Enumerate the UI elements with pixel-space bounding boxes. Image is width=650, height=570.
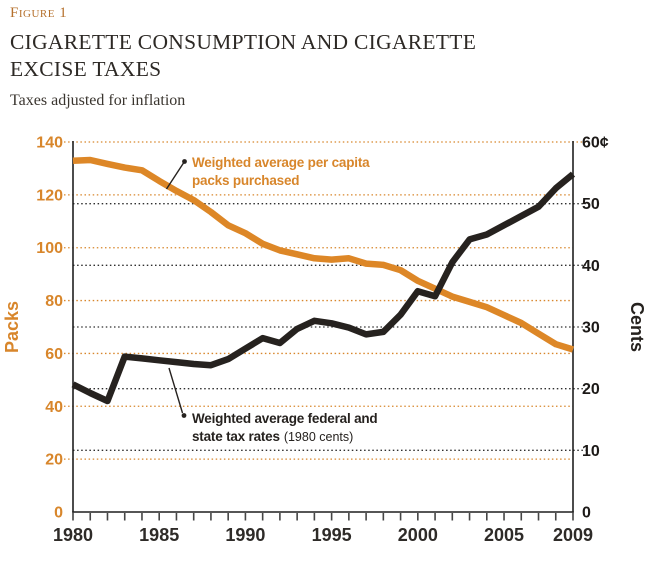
annotation-tax-line2: state tax rates (1980 cents)	[192, 429, 353, 444]
figure-title-line1: CIGARETTE CONSUMPTION AND CIGARETTE	[10, 30, 477, 54]
figure-header: Figure 1 CIGARETTE CONSUMPTION AND CIGAR…	[10, 5, 630, 110]
left-tick-label-140: 140	[36, 135, 63, 152]
right-tick-label-60: 60¢	[582, 135, 609, 152]
x-tick-label-1980: 1980	[53, 525, 93, 545]
right-tick-label-10: 10	[582, 443, 600, 460]
series-line-tax	[71, 171, 576, 405]
x-tick-label-2009: 2009	[553, 525, 593, 545]
left-tick-label-120: 120	[36, 187, 63, 204]
annotation-tax-line2-normal: (1980 cents)	[284, 430, 353, 444]
right-tick-label-40: 40	[582, 258, 600, 275]
left-tick-label-20: 20	[45, 452, 63, 469]
annotation-tax-line2-bold: state tax rates	[192, 429, 280, 444]
left-tick-label-80: 80	[45, 293, 63, 310]
figure-title-line2: EXCISE TAXES	[10, 57, 162, 81]
left-tick-label-60: 60	[45, 346, 63, 363]
series-line-packs	[72, 156, 574, 353]
annotation-packs: Weighted average per capita packs purcha…	[165, 155, 370, 190]
annotation-packs-pointer-line	[165, 162, 185, 190]
figure-subtitle: Taxes adjusted for inflation	[10, 92, 186, 109]
right-axis-title: Cents	[627, 302, 647, 352]
right-tick-label-30: 30	[582, 320, 600, 337]
figure-title: CIGARETTE CONSUMPTION AND CIGARETTE EXCIS…	[10, 29, 630, 83]
annotation-packs-dot	[182, 159, 187, 164]
left-axis-title: Packs	[2, 301, 22, 353]
left-tick-label-40: 40	[45, 399, 63, 416]
x-tick-label-1985: 1985	[139, 525, 179, 545]
left-tick-label-100: 100	[36, 240, 63, 257]
annotation-packs-line2: packs purchased	[192, 173, 299, 188]
x-tick-label-1990: 1990	[225, 525, 265, 545]
annotation-packs-line1: Weighted average per capita	[192, 155, 370, 170]
annotation-tax-line1: Weighted average federal and	[192, 411, 377, 426]
x-tick-label-2000: 2000	[398, 525, 438, 545]
right-tick-label-0: 0	[582, 505, 591, 522]
x-tick-label-1995: 1995	[312, 525, 352, 545]
annotation-tax-dot	[181, 413, 187, 418]
right-tick-label-20: 20	[582, 381, 600, 398]
annotation-tax: Weighted average federal and state tax r…	[168, 367, 378, 444]
left-tick-label-0: 0	[54, 505, 63, 522]
right-tick-label-50: 50	[582, 196, 600, 213]
figure-label: Figure 1	[10, 5, 68, 21]
annotation-tax-pointer-line	[168, 367, 184, 414]
x-tick-label-2005: 2005	[484, 525, 524, 545]
